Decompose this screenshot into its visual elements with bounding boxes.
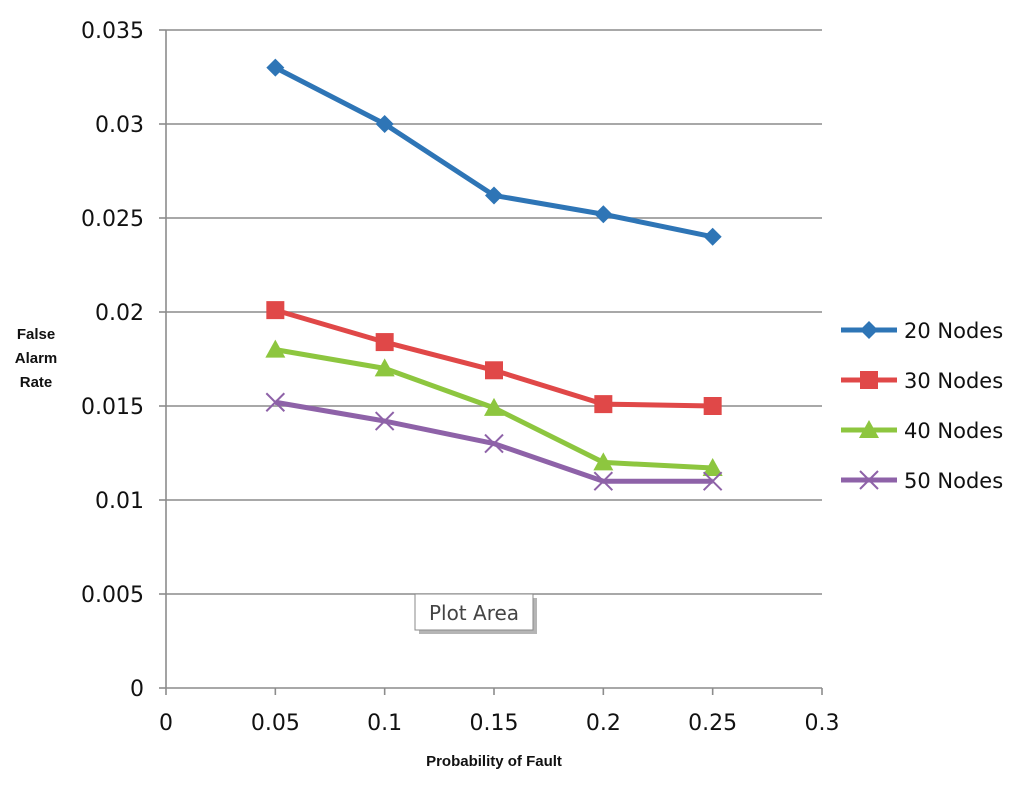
x-tick-label: 0 xyxy=(159,711,173,736)
data-point-30-nodes xyxy=(703,397,722,415)
legend-item-40-nodes[interactable]: 40 Nodes xyxy=(841,419,1003,443)
series-20-nodes xyxy=(266,58,722,246)
data-point-20-nodes xyxy=(594,205,613,224)
y-axis-title-line: Rate xyxy=(20,374,53,391)
data-point-50-nodes xyxy=(593,471,614,491)
y-tick-label: 0.015 xyxy=(81,395,144,420)
series-40-nodes xyxy=(265,339,723,477)
legend-label: 50 Nodes xyxy=(904,469,1003,493)
data-point-40-nodes xyxy=(593,452,614,471)
data-point-40-nodes xyxy=(374,358,395,377)
x-tick-label: 0.05 xyxy=(251,711,300,736)
data-point-50-nodes xyxy=(265,392,286,412)
data-point-40-nodes xyxy=(484,397,504,416)
series-30-nodes xyxy=(266,301,722,415)
x-tick-label: 0.15 xyxy=(470,711,519,736)
legend-item-50-nodes[interactable]: 50 Nodes xyxy=(841,469,1003,493)
x-tick-label: 0.3 xyxy=(805,711,840,736)
x-tick-label: 0.1 xyxy=(367,711,402,736)
data-point-30-nodes xyxy=(375,333,394,352)
legend-item-30-nodes[interactable]: 30 Nodes xyxy=(841,369,1003,393)
x-marker-stroke xyxy=(859,470,879,490)
data-point-50-nodes xyxy=(374,411,395,431)
legend-label: 40 Nodes xyxy=(904,419,1003,443)
x-tick-label: 0.2 xyxy=(586,711,621,736)
data-point-50-nodes xyxy=(484,433,504,454)
x-axis-title: Probability of Fault xyxy=(426,753,562,770)
y-tick-label: 0.03 xyxy=(95,113,144,138)
y-axis-title-line: Alarm xyxy=(15,350,58,367)
data-point-20-nodes xyxy=(266,58,285,77)
legend-label: 30 Nodes xyxy=(904,369,1003,393)
tooltip-label: Plot Area xyxy=(429,601,519,625)
series-line-30-nodes xyxy=(274,307,713,409)
series-line-20-nodes xyxy=(274,65,714,240)
axes: 0 0.005 0.01 0.015 0.02 0.025 0.03 0.035 0 0.05 0.… xyxy=(15,19,840,770)
plot-area-tooltip: Plot Area xyxy=(414,593,537,634)
data-point-50-nodes xyxy=(702,471,723,491)
x-marker-stroke xyxy=(374,411,395,431)
data-point-30-nodes xyxy=(485,361,503,380)
x-marker-stroke xyxy=(593,471,614,491)
data-point-40-nodes xyxy=(702,458,723,477)
legend[interactable]: 20 Nodes 30 Nodes 40 Nodes 50 Nodes xyxy=(841,319,1003,493)
tooltip-box xyxy=(414,593,534,631)
x-tick-label: 0.25 xyxy=(688,711,737,736)
y-tick-label: 0.005 xyxy=(81,583,144,608)
x-marker-stroke xyxy=(702,471,723,491)
x-marker-stroke xyxy=(265,392,286,412)
y-tick-label: 0.02 xyxy=(95,301,144,326)
data-point-20-nodes xyxy=(375,115,394,133)
data-point-40-nodes xyxy=(265,339,286,358)
y-axis-title-line: False xyxy=(17,326,55,343)
y-tick-label: 0.025 xyxy=(81,207,144,232)
x-marker-stroke xyxy=(484,433,504,454)
legend-swatch-marker xyxy=(860,371,878,389)
legend-label: 20 Nodes xyxy=(904,319,1003,343)
legend-swatch-marker xyxy=(859,470,879,490)
data-point-30-nodes xyxy=(266,301,285,320)
series-group xyxy=(265,58,723,491)
y-tick-label: 0 xyxy=(130,677,144,702)
y-tick-label: 0.01 xyxy=(95,489,144,514)
gridlines xyxy=(166,29,822,595)
data-point-20-nodes xyxy=(485,186,503,205)
data-point-20-nodes xyxy=(703,227,722,246)
legend-swatch-marker xyxy=(859,420,879,438)
legend-swatch-marker xyxy=(860,321,878,339)
data-point-30-nodes xyxy=(594,395,613,414)
series-50-nodes xyxy=(265,392,723,491)
legend-item-20-nodes[interactable]: 20 Nodes xyxy=(841,319,1003,343)
y-tick-label: 0.035 xyxy=(81,19,144,44)
